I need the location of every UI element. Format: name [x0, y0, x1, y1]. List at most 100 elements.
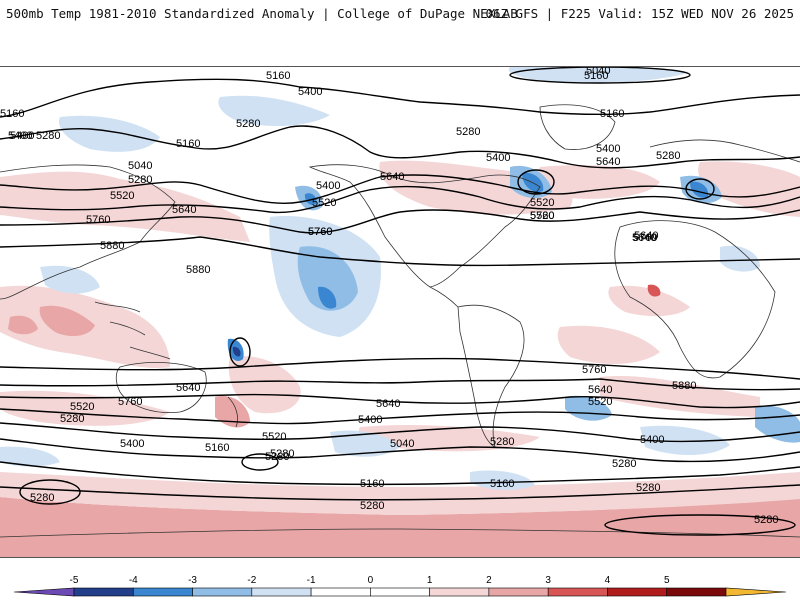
coast-africa: [614, 220, 776, 379]
run-info: 06Z GFS | F225 Valid: 15Z WED NOV 26 202…: [485, 6, 794, 21]
shade-neg-bottom-mid: [470, 470, 535, 491]
contour-5640-south: [0, 393, 800, 409]
contour-labels: 5160540052805160540050405280552056405760…: [0, 67, 778, 526]
colorbar-tick-label: 5: [664, 575, 670, 586]
contour-closed-bottom-left: [19, 479, 81, 505]
coast-north-america: [308, 164, 541, 288]
shade-pos-bottom2: [0, 472, 800, 515]
contour-label: 5040: [390, 438, 414, 450]
contour-label: 5640: [634, 230, 658, 242]
contour-label: 5400: [298, 86, 322, 98]
shade-pos-africa: [608, 285, 690, 317]
shade-neg-s-ocean-d: [640, 425, 730, 455]
map-title: 500mb Temp 1981-2010 Standardized Anomal…: [6, 6, 518, 21]
contour-label: 5400: [596, 143, 620, 155]
contour-label: 5760: [633, 232, 657, 244]
contour-label: 5880: [100, 240, 124, 252]
colorbar-segment: [607, 587, 668, 597]
shade-neg-europe2: [690, 181, 709, 198]
contour-label: 5280: [656, 150, 680, 162]
contour-label: 5040: [128, 160, 152, 172]
shade-neg-central-pac3: [318, 286, 337, 309]
contour-label: 5160: [490, 478, 514, 490]
contour-5760-south: [0, 378, 800, 391]
contour-5880-north: [0, 236, 800, 267]
contour-label: 5640: [588, 384, 612, 396]
contour-label: 5760: [308, 226, 332, 238]
contour-label: 5280: [36, 130, 60, 142]
contour-label: 5280: [236, 118, 260, 130]
contour-label: 5160: [176, 138, 200, 150]
contour-label: 5280: [30, 492, 54, 504]
coast-nz: [227, 396, 238, 428]
contour-label: 5280: [636, 482, 660, 494]
contour-5280-south: [0, 438, 800, 463]
contour-label: 5400: [640, 434, 664, 446]
contour-label: 5040: [586, 67, 610, 77]
contour-5880-south: [0, 357, 800, 380]
contour-label: 5280: [456, 126, 480, 138]
colorbar-arrow-right: [725, 587, 787, 597]
colorbar-tick-label: 2: [486, 575, 492, 586]
anomaly-map: 5160 5400 5280 5160 5400 5040 5280 5520 5640 5760…: [0, 66, 800, 558]
coast-south-america: [457, 304, 525, 448]
shade-neg-africa: [720, 245, 760, 272]
contour-5760-north: [0, 209, 800, 234]
shade-pos-africa-hot: [647, 284, 661, 297]
colorbar-segment: [310, 587, 371, 597]
contour-label: 5520: [530, 210, 554, 222]
colorbar-tick-label: -1: [307, 575, 316, 586]
shade-neg-central-pac2: [297, 246, 358, 311]
height-contours: [0, 67, 800, 536]
contour-label: 5640: [380, 171, 404, 183]
colorbar: -5 -4 -3 -2 -1 0 1 2 3 4 5: [0, 570, 800, 600]
header-bar: 500mb Temp 1981-2010 Standardized Anomal…: [0, 0, 800, 30]
coast-central-america: [429, 286, 459, 308]
shade-neg-india: [40, 265, 100, 294]
colorbar-segment: [73, 587, 134, 597]
contour-5400-south: [0, 422, 800, 443]
contour-label: 5520: [530, 197, 554, 209]
contour-label: 5160: [584, 70, 608, 82]
contour-label: 5280: [490, 436, 514, 448]
contour-5400-north: [0, 125, 800, 169]
colorbar-segment: [547, 587, 608, 597]
contour-label: 5760: [308, 226, 332, 238]
colorbar-tick-label: 1: [427, 575, 433, 586]
contour-label: 5160: [360, 478, 384, 490]
contour-closed-europe: [685, 178, 715, 200]
contour-label: 5760: [530, 210, 554, 222]
contour-closed-bottom-right: [604, 514, 796, 536]
colorbar-tick-label: -4: [129, 575, 138, 586]
shade-pos-sa: [557, 325, 660, 364]
contour-label: 5280: [612, 458, 636, 470]
contour-label: 5520: [262, 431, 286, 443]
contour-label: 5280: [270, 448, 294, 460]
colorbar-segment: [666, 587, 727, 597]
colorbar-segment: [488, 587, 549, 597]
contour-label: 5640: [632, 232, 656, 244]
coast-greenland: [539, 104, 616, 150]
contour-5520-south: [0, 408, 800, 425]
contour-label: 5640: [596, 156, 620, 168]
contour-label: 5880: [186, 264, 210, 276]
contour-label: 5760: [86, 214, 110, 226]
contour-label: 5160: [205, 442, 229, 454]
contour-closed-s-pac: [241, 453, 279, 471]
colorbar-arrow-left: [13, 587, 75, 597]
contour-closed-top: [509, 67, 691, 84]
contour-label: 5160: [266, 70, 290, 82]
colorbar-tick-label: 4: [605, 575, 611, 586]
shade-neg-s-ocean-a: [330, 430, 400, 457]
contour-label: 5640: [172, 204, 196, 216]
shade-neg-nw-pac: [59, 115, 160, 152]
shade-pos-s-ocean3: [600, 376, 760, 417]
contour-closed-ne-us: [517, 169, 555, 195]
shade-pos-nz: [215, 396, 250, 428]
contour-label: 5520: [110, 190, 134, 202]
shade-pos-indo3: [8, 315, 38, 335]
colorbar-tick-label: -5: [70, 575, 79, 586]
contour-label: 5640: [376, 398, 400, 410]
colorbar-tick-label: -2: [247, 575, 256, 586]
contour-label: 5520: [312, 197, 336, 209]
